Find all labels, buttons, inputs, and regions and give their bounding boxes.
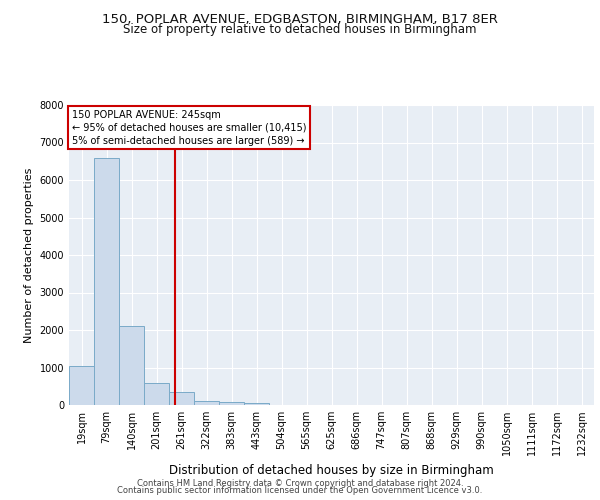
- Text: 150, POPLAR AVENUE, EDGBASTON, BIRMINGHAM, B17 8ER: 150, POPLAR AVENUE, EDGBASTON, BIRMINGHA…: [102, 12, 498, 26]
- Bar: [194, 401, 219, 405]
- Bar: [219, 402, 244, 405]
- Bar: [169, 392, 194, 405]
- Bar: [144, 382, 169, 405]
- Bar: [119, 326, 144, 405]
- X-axis label: Distribution of detached houses by size in Birmingham: Distribution of detached houses by size …: [169, 464, 494, 476]
- Text: Contains HM Land Registry data © Crown copyright and database right 2024.: Contains HM Land Registry data © Crown c…: [137, 478, 463, 488]
- Y-axis label: Number of detached properties: Number of detached properties: [24, 168, 34, 342]
- Text: Size of property relative to detached houses in Birmingham: Size of property relative to detached ho…: [123, 22, 477, 36]
- Bar: [69, 366, 94, 405]
- Text: 150 POPLAR AVENUE: 245sqm
← 95% of detached houses are smaller (10,415)
5% of se: 150 POPLAR AVENUE: 245sqm ← 95% of detac…: [71, 110, 306, 146]
- Bar: [94, 158, 119, 405]
- Text: Contains public sector information licensed under the Open Government Licence v3: Contains public sector information licen…: [118, 486, 482, 495]
- Bar: [244, 403, 269, 405]
